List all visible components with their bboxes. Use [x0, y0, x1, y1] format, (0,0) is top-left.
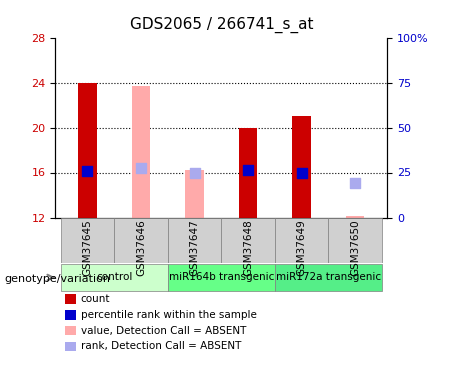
- Text: miR172a transgenic: miR172a transgenic: [276, 273, 381, 282]
- Text: GSM37649: GSM37649: [296, 220, 307, 276]
- Text: count: count: [81, 294, 110, 304]
- Point: [84, 168, 91, 174]
- Title: GDS2065 / 266741_s_at: GDS2065 / 266741_s_at: [130, 17, 313, 33]
- Text: GSM37646: GSM37646: [136, 220, 146, 276]
- Point: [137, 165, 145, 171]
- FancyBboxPatch shape: [168, 217, 221, 262]
- Text: GSM37648: GSM37648: [243, 220, 253, 276]
- FancyBboxPatch shape: [328, 217, 382, 262]
- Bar: [131, 86, 150, 218]
- Text: GSM37647: GSM37647: [189, 220, 200, 276]
- Text: value, Detection Call = ABSENT: value, Detection Call = ABSENT: [81, 326, 246, 336]
- Point: [351, 180, 359, 186]
- Point: [244, 167, 252, 173]
- FancyBboxPatch shape: [275, 264, 382, 291]
- FancyBboxPatch shape: [114, 217, 168, 262]
- Text: GSM37645: GSM37645: [83, 220, 93, 276]
- Point: [191, 170, 198, 176]
- Bar: [292, 116, 311, 218]
- FancyBboxPatch shape: [275, 217, 328, 262]
- Point: [298, 170, 305, 176]
- FancyBboxPatch shape: [61, 217, 114, 262]
- Bar: [185, 170, 204, 217]
- Text: control: control: [96, 273, 132, 282]
- FancyBboxPatch shape: [168, 264, 275, 291]
- FancyBboxPatch shape: [221, 217, 275, 262]
- Text: GSM37646: GSM37646: [136, 220, 146, 276]
- Text: miR164b transgenic: miR164b transgenic: [169, 273, 274, 282]
- Text: GSM37648: GSM37648: [243, 220, 253, 276]
- Text: genotype/variation: genotype/variation: [5, 274, 111, 284]
- FancyBboxPatch shape: [61, 264, 168, 291]
- Bar: [239, 128, 257, 218]
- Text: GSM37650: GSM37650: [350, 220, 360, 276]
- Text: GSM37649: GSM37649: [296, 220, 307, 276]
- Text: percentile rank within the sample: percentile rank within the sample: [81, 310, 257, 320]
- Bar: [346, 216, 365, 217]
- Text: GSM37650: GSM37650: [350, 220, 360, 276]
- Text: GSM37647: GSM37647: [189, 220, 200, 276]
- Text: GSM37645: GSM37645: [83, 220, 93, 276]
- Bar: [78, 82, 97, 218]
- Text: rank, Detection Call = ABSENT: rank, Detection Call = ABSENT: [81, 342, 241, 351]
